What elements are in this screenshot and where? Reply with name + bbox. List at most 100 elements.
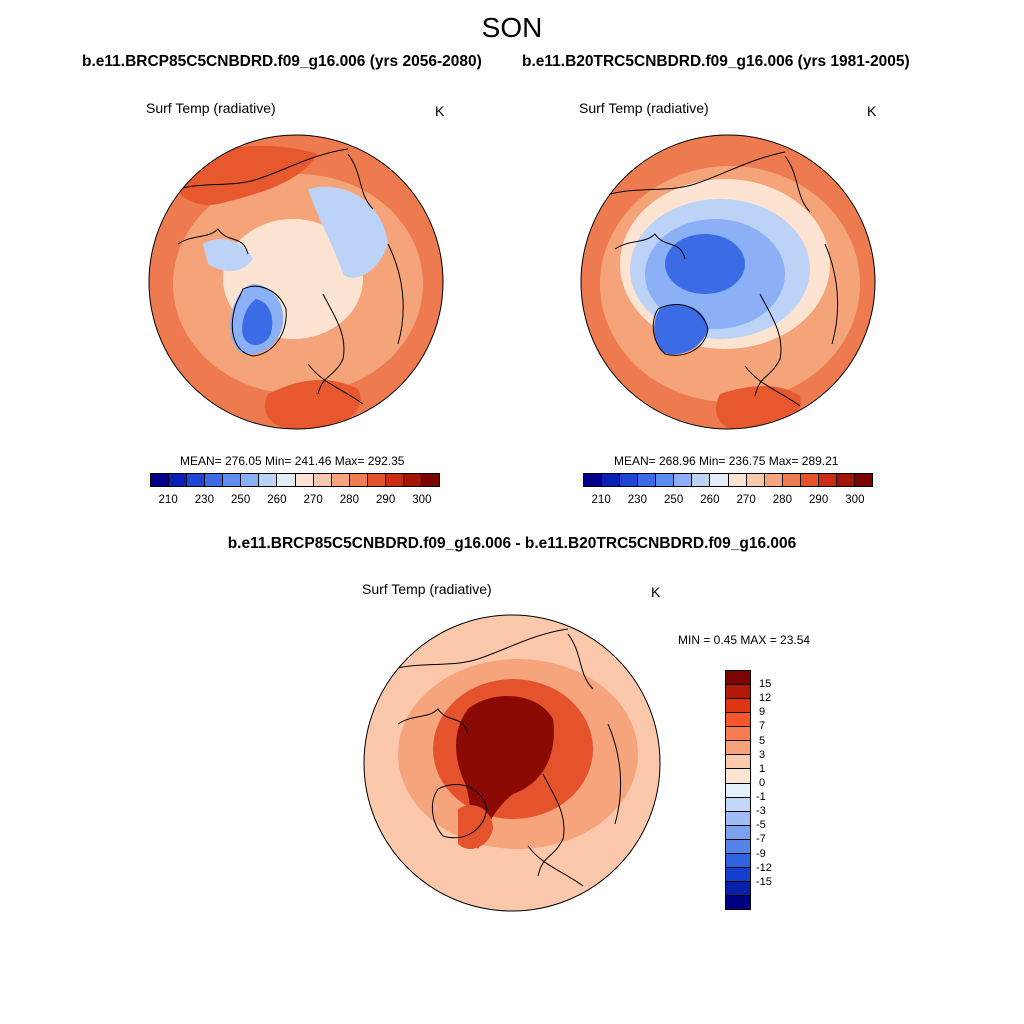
colorbar-swatch — [223, 474, 242, 486]
panel-left-stats: MEAN= 276.05 Min= 241.46 Max= 292.35 — [180, 454, 405, 468]
colorbar-swatch — [205, 474, 224, 486]
colorbar-tick-label: 7 — [759, 720, 766, 733]
colorbar-swatch — [421, 474, 439, 486]
colorbar-swatch — [241, 474, 260, 486]
colorbar-swatch — [746, 474, 765, 486]
colorbar-swatch — [782, 474, 801, 486]
colorbar-swatch — [259, 474, 278, 486]
panel-right-stats: MEAN= 268.96 Min= 236.75 Max= 289.21 — [614, 454, 839, 468]
colorbar-swatch — [726, 727, 750, 742]
panel-right-variable-label: Surf Temp (radiative) — [579, 100, 709, 116]
colorbar-tick-label: 0 — [759, 776, 766, 789]
difference-colorbar-ticks: 15 12 9 7 5 3 1 0 -1 -3 -5 -7 -9 -12 -15 — [756, 670, 799, 910]
siberia-cool-region — [308, 186, 388, 278]
colorbar-tick-label: 280 — [772, 494, 792, 506]
difference-colorbar — [725, 670, 751, 910]
colorbar-swatch — [602, 474, 621, 486]
colorbar-swatch — [331, 474, 350, 486]
panel-right-colorbar — [583, 473, 873, 487]
greenland-core — [654, 304, 708, 355]
colorbar-swatch — [726, 783, 750, 798]
colorbar-swatch — [726, 797, 750, 812]
colorbar-swatch — [403, 474, 422, 486]
panel-left-units-label: K — [435, 103, 445, 119]
colorbar-tick-label: 15 — [759, 678, 772, 691]
colorbar-swatch — [674, 474, 693, 486]
greenland-core — [242, 299, 273, 345]
europe-warm-region — [716, 386, 801, 429]
coastlines — [594, 151, 839, 407]
colorbar-tick-label: 5 — [759, 734, 766, 747]
panel-left-polar-map — [148, 134, 444, 430]
panel-left-variable-label: Surf Temp (radiative) — [146, 100, 276, 116]
map-boundary — [580, 134, 876, 430]
greenland-diff — [458, 805, 493, 849]
colorbar-swatch — [385, 474, 404, 486]
colorbar-tick-label: 250 — [664, 494, 684, 506]
colorbar-tick-label: 300 — [412, 494, 432, 506]
colorbar-swatch — [151, 474, 170, 486]
colorbar-swatch — [726, 699, 750, 714]
colorbar-tick-label: 260 — [267, 494, 287, 506]
colorbar-swatch — [584, 474, 603, 486]
difference-stats: MIN = 0.45 MAX = 23.54 — [678, 633, 811, 647]
map-boundary — [363, 614, 661, 912]
coastlines — [162, 148, 404, 405]
difference-units-label: K — [651, 584, 661, 600]
colorbar-tick-label: 270 — [303, 494, 323, 506]
colorbar-swatch — [854, 474, 872, 486]
colorbar-swatch — [656, 474, 675, 486]
colorbar-swatch — [726, 713, 750, 728]
colorbar-swatch — [726, 825, 750, 840]
colorbar-tick-label: 12 — [759, 692, 772, 705]
colorbar-tick-label: -9 — [756, 847, 766, 860]
colorbar-tick-label: 290 — [809, 494, 829, 506]
colorbar-swatch — [726, 741, 750, 756]
colorbar-swatch — [726, 853, 750, 868]
colorbar-swatch — [367, 474, 386, 486]
colorbar-swatch — [726, 671, 750, 686]
colorbar-tick-label: 1 — [759, 762, 766, 775]
page-title: SON — [481, 12, 543, 43]
panel-left-case-title: b.e11.BRCP85C5CNBDRD.f09_g16.006 (yrs 20… — [82, 53, 482, 70]
difference-title: b.e11.BRCP85C5CNBDRD.f09_g16.006 - b.e11… — [227, 535, 797, 552]
colorbar-swatch — [726, 881, 750, 896]
colorbar-swatch — [638, 474, 657, 486]
arctic-core — [665, 234, 745, 294]
colorbar-swatch — [764, 474, 783, 486]
archipelago-cool-region — [203, 239, 253, 271]
colorbar-tick-label: 260 — [700, 494, 720, 506]
coastlines — [377, 628, 622, 887]
colorbar-swatch — [726, 769, 750, 784]
colorbar-swatch — [726, 839, 750, 854]
panel-left-colorbar — [150, 473, 440, 487]
colorbar-swatch — [726, 867, 750, 882]
colorbar-swatch — [277, 474, 296, 486]
europe-warm-region — [264, 379, 361, 429]
colorbar-swatch — [692, 474, 711, 486]
colorbar-tick-label: -3 — [756, 805, 766, 818]
colorbar-swatch — [728, 474, 747, 486]
colorbar-tick-label: -7 — [756, 833, 766, 846]
colorbar-swatch — [313, 474, 332, 486]
colorbar-swatch — [726, 896, 750, 910]
colorbar-swatch — [800, 474, 819, 486]
colorbar-tick-label: 3 — [759, 748, 766, 761]
colorbar-tick-label: 210 — [158, 494, 178, 506]
colorbar-swatch — [169, 474, 188, 486]
colorbar-swatch — [620, 474, 639, 486]
colorbar-swatch — [187, 474, 206, 486]
colorbar-tick-label: 300 — [845, 494, 865, 506]
colorbar-tick-label: -1 — [756, 791, 766, 804]
colorbar-tick-label: 280 — [339, 494, 359, 506]
colorbar-swatch — [710, 474, 729, 486]
colorbar-tick-label: -12 — [756, 861, 772, 874]
colorbar-swatch — [349, 474, 368, 486]
panel-right-units-label: K — [867, 103, 877, 119]
map-boundary — [148, 134, 444, 430]
colorbar-tick-label: 250 — [231, 494, 251, 506]
colorbar-swatch — [818, 474, 837, 486]
colorbar-tick-label: -15 — [756, 875, 772, 888]
panel-right-case-title: b.e11.B20TRC5CNBDRD.f09_g16.006 (yrs 198… — [522, 53, 910, 70]
colorbar-tick-label: 290 — [376, 494, 396, 506]
